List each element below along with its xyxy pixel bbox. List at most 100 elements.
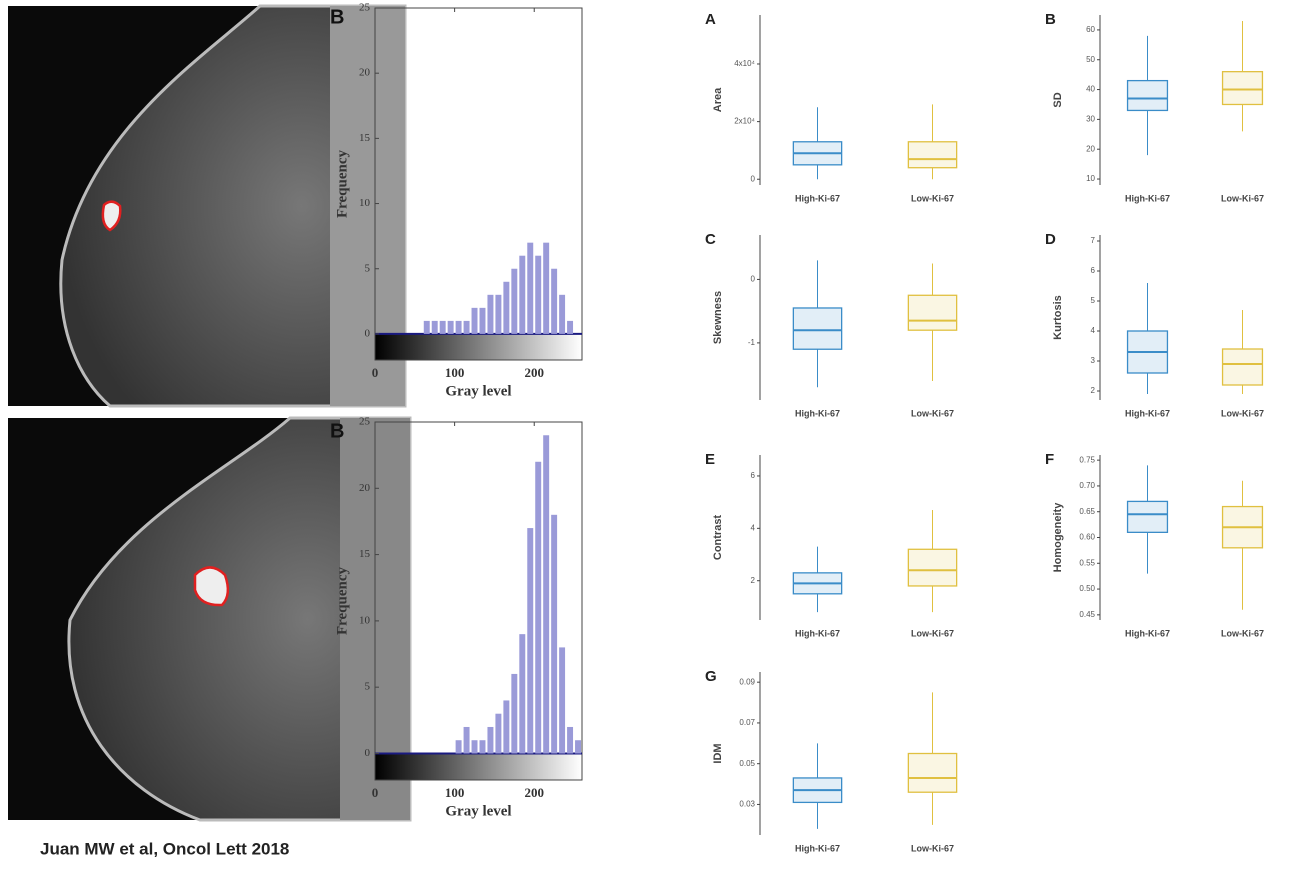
box [908, 142, 956, 168]
box [1128, 81, 1168, 111]
y-tick-label: 25 [359, 2, 371, 14]
y-tick-label: 0.70 [1079, 481, 1095, 490]
y-tick-label: 50 [1086, 55, 1095, 64]
y-axis-label: Contrast [712, 515, 724, 561]
y-tick-label: 0.09 [739, 677, 755, 686]
x-tick-label: High-Ki-67 [1125, 628, 1170, 638]
panel-letter: E [705, 451, 715, 468]
bar [432, 321, 438, 334]
panel-letter: B [1045, 11, 1056, 28]
bar [567, 321, 573, 334]
y-axis-label: Frequency [334, 566, 350, 635]
bar [487, 295, 493, 334]
bar [511, 674, 517, 754]
box [908, 549, 956, 586]
page: {"citation": "Juan MW et al, Oncol Lett … [0, 0, 1298, 876]
bar [456, 321, 462, 334]
bar [559, 295, 565, 334]
x-tick-label: High-Ki-67 [795, 843, 840, 853]
bar [527, 528, 533, 753]
box [908, 754, 956, 793]
x-tick-label: High-Ki-67 [795, 628, 840, 638]
y-tick-label: 60 [1086, 25, 1095, 34]
panel-letter: B [330, 6, 344, 28]
y-tick-label: 0 [751, 174, 756, 183]
bar [535, 256, 541, 334]
bar [543, 435, 549, 753]
bar [503, 282, 509, 334]
bar [480, 308, 486, 334]
y-tick-label: 20 [359, 482, 371, 494]
x-tick-label: Low-Ki-67 [1221, 408, 1264, 418]
y-axis-label: IDM [712, 743, 724, 763]
y-tick-label: 40 [1086, 85, 1095, 94]
x-tick-label: Low-Ki-67 [911, 408, 954, 418]
y-axis-label: Homogeneity [1052, 502, 1064, 573]
x-tick-label: 0 [372, 785, 379, 800]
y-axis-label: Frequency [334, 149, 350, 218]
y-tick-label: 30 [1086, 114, 1095, 123]
bar [575, 740, 581, 753]
y-tick-label: 15 [359, 132, 371, 144]
y-tick-label: 6 [1091, 266, 1096, 275]
bar [472, 308, 478, 334]
bar [551, 269, 557, 334]
y-tick-label: 0.55 [1079, 558, 1095, 567]
panel-letter: G [705, 668, 717, 685]
y-tick-label: 2x10⁴ [734, 117, 755, 126]
y-tick-label: 7 [1091, 236, 1096, 245]
y-tick-label: 5 [365, 681, 371, 693]
figure: Juan MW et al, Oncol Lett 2018 051015202… [0, 0, 1298, 871]
bar [440, 321, 446, 334]
bar [559, 647, 565, 753]
y-tick-label: 0.60 [1079, 533, 1095, 542]
x-tick-label: Low-Ki-67 [911, 843, 954, 853]
bar [487, 727, 493, 754]
x-tick-label: 100 [445, 785, 465, 800]
y-tick-label: 10 [359, 197, 371, 209]
y-tick-label: 20 [359, 67, 371, 79]
panel-letter: A [705, 11, 716, 28]
bar [464, 727, 470, 754]
bar [472, 740, 478, 753]
y-tick-label: 0.45 [1079, 610, 1095, 619]
x-tick-label: Low-Ki-67 [1221, 193, 1264, 203]
x-axis-label: Gray level [445, 803, 511, 819]
bar [464, 321, 470, 334]
bar [495, 714, 501, 754]
x-tick-label: 0 [372, 365, 379, 380]
x-tick-label: 200 [524, 785, 544, 800]
bar [424, 321, 430, 334]
x-tick-label: Low-Ki-67 [911, 628, 954, 638]
x-tick-label: 100 [445, 365, 465, 380]
y-axis-label: Skewness [712, 291, 724, 344]
panel-letter: B [330, 420, 344, 442]
bar [543, 243, 549, 334]
y-tick-label: 0.07 [739, 718, 755, 727]
y-tick-label: 4x10⁴ [734, 59, 755, 68]
y-tick-label: 10 [359, 614, 371, 626]
bar [535, 462, 541, 754]
y-tick-label: 3 [1091, 356, 1096, 365]
bar [551, 515, 557, 754]
y-tick-label: 4 [1091, 326, 1096, 335]
y-tick-label: 0.75 [1079, 455, 1095, 464]
x-tick-label: High-Ki-67 [1125, 193, 1170, 203]
x-tick-label: 200 [524, 365, 544, 380]
y-tick-label: 0 [751, 275, 756, 284]
bar [448, 321, 454, 334]
bar [456, 740, 462, 753]
x-tick-label: Low-Ki-67 [1221, 628, 1264, 638]
panel-letter: C [705, 231, 716, 248]
x-tick-label: High-Ki-67 [795, 193, 840, 203]
bar [480, 740, 486, 753]
bar [495, 295, 501, 334]
y-tick-label: -1 [748, 338, 756, 347]
box [908, 295, 956, 330]
box [793, 308, 841, 349]
y-axis-label: SD [1052, 92, 1064, 107]
box [1223, 72, 1263, 105]
bar [503, 700, 509, 753]
y-tick-label: 2 [751, 576, 756, 585]
y-tick-label: 0.65 [1079, 507, 1095, 516]
